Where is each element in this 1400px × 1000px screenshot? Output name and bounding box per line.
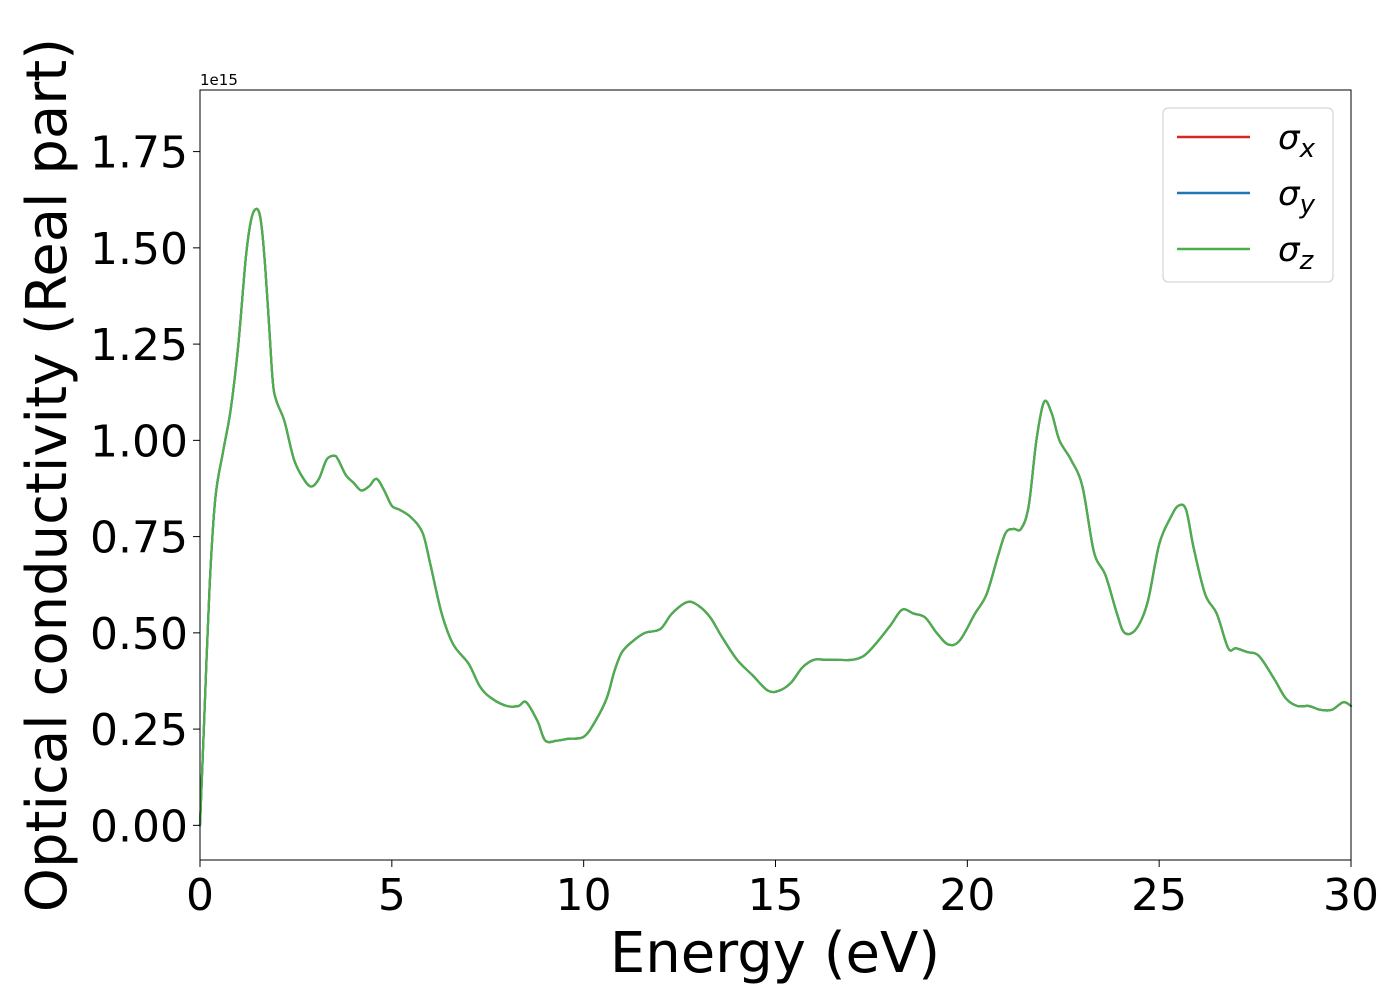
legend-label-2: σy xyxy=(1278,174,1316,220)
x-tick-label: 10 xyxy=(556,870,612,921)
y-tick-label: 0.75 xyxy=(90,513,188,564)
series-layer xyxy=(198,207,1353,827)
series-line-3 xyxy=(198,207,1353,827)
y-tick-label: 0.00 xyxy=(90,801,188,852)
legend: σx σy σz xyxy=(1162,107,1334,283)
x-axis-label: Energy (eV) xyxy=(610,921,940,986)
y-tick-label: 0.25 xyxy=(90,705,188,756)
x-tick-label: 20 xyxy=(939,870,995,921)
y-tick-label: 1.50 xyxy=(90,224,188,275)
y-axis-label: Optical conductivity (Real part) xyxy=(15,38,80,912)
y-tick-label: 1.75 xyxy=(90,128,188,179)
x-tick-label: 15 xyxy=(748,870,804,921)
y-tick-label: 1.00 xyxy=(90,416,188,467)
legend-entries: σx σy σz xyxy=(1177,118,1316,276)
y-tick-label: 1.25 xyxy=(90,320,188,371)
y-offset-label: 1e15 xyxy=(200,71,238,89)
y-tick-label: 0.50 xyxy=(90,609,188,660)
x-axis-ticks: 0 5 10 15 20 25 30 xyxy=(186,860,1379,921)
x-tick-label: 25 xyxy=(1131,870,1187,921)
legend-label-3: σz xyxy=(1278,230,1315,276)
x-tick-label: 0 xyxy=(186,870,214,921)
x-tick-label: 5 xyxy=(378,870,406,921)
legend-box xyxy=(1162,107,1334,283)
x-tick-label: 30 xyxy=(1323,870,1379,921)
legend-label-1: σx xyxy=(1278,118,1316,164)
y-axis-ticks: 0.00 0.25 0.50 0.75 1.00 1.25 1.50 1.75 xyxy=(90,128,200,852)
